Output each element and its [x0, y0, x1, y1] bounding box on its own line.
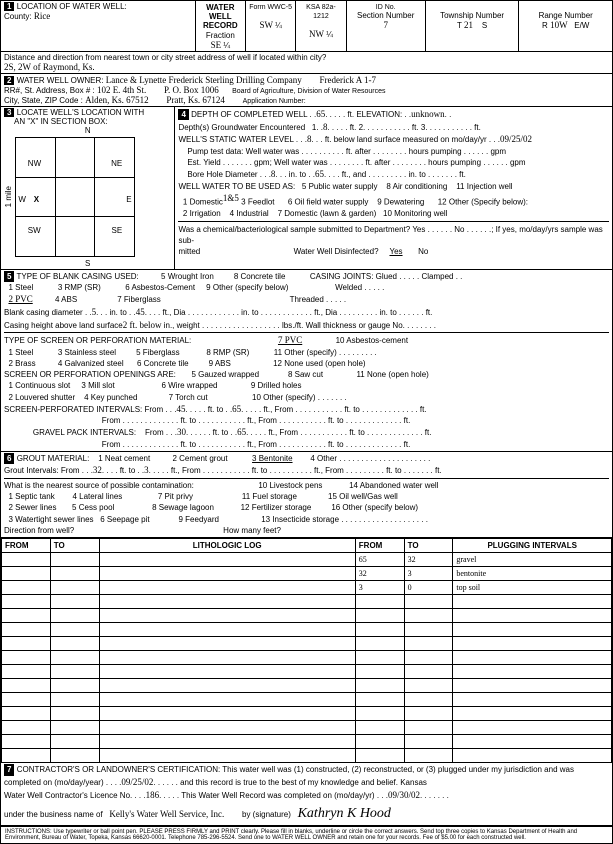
title: WATER WELL RECORD	[199, 2, 242, 31]
owner-right: Frederick A 1-7	[319, 75, 376, 85]
distance-value: 2S, 2W of Raymond, Ks.	[4, 62, 95, 72]
table-row	[2, 622, 612, 636]
ksa: KSA 82a-1212	[306, 4, 336, 20]
table-row	[2, 720, 612, 734]
table-row	[2, 650, 612, 664]
x-mark: X	[34, 195, 39, 204]
table-row	[2, 664, 612, 678]
township-label: Township Number	[440, 11, 504, 20]
section-6: 6	[4, 453, 14, 464]
col-from2: FROM	[355, 538, 404, 552]
table-row	[2, 692, 612, 706]
col-to2: TO	[404, 538, 453, 552]
table-row	[2, 748, 612, 762]
table-row	[2, 678, 612, 692]
section-5: 5	[4, 271, 14, 282]
table-row	[2, 734, 612, 748]
section-7: 7	[4, 764, 14, 776]
range-label: Range Number	[539, 11, 593, 20]
lithologic-log-table: FROM TO LITHOLOGIC LOG FROM TO PLUGGING …	[1, 538, 612, 763]
table-row: 30top soil	[2, 580, 612, 594]
col-from: FROM	[2, 538, 51, 552]
section-label: Section Number	[357, 11, 414, 20]
county-value: Rice	[34, 11, 51, 21]
county-label: County:	[4, 12, 32, 21]
section-3: 3	[4, 108, 14, 117]
section-box: NW NE W X E SW SE	[15, 137, 135, 257]
section-1: 1	[4, 2, 14, 11]
table-row	[2, 636, 612, 650]
fraction-label: Fraction	[206, 31, 235, 40]
table-row: 323bentonite	[2, 566, 612, 580]
signature: Kathryn K Hood	[298, 806, 391, 821]
section-4: 4	[178, 109, 188, 120]
form-no: Form WWC-5	[249, 4, 292, 11]
table-row	[2, 594, 612, 608]
col-lith: LITHOLOGIC LOG	[99, 538, 355, 552]
table-row	[2, 706, 612, 720]
owner-name: Lance & Lynette Frederick Sterling Drill…	[106, 75, 302, 85]
distance-label: Distance and direction from nearest town…	[4, 53, 326, 62]
id-label: ID No.	[376, 4, 396, 11]
col-to: TO	[50, 538, 99, 552]
col-plug: PLUGGING INTERVALS	[453, 538, 612, 552]
section-value: 7	[383, 20, 388, 30]
table-row	[2, 608, 612, 622]
well-record-form: 1 LOCATION OF WATER WELL: County: Rice W…	[0, 0, 613, 844]
loc-label: LOCATION OF WATER WELL:	[17, 2, 127, 11]
section-2: 2	[4, 76, 14, 85]
owner-label: WATER WELL OWNER:	[17, 76, 104, 85]
instructions: INSTRUCTIONS: Use typewriter or ball poi…	[1, 826, 612, 843]
table-row: 6532gravel	[2, 552, 612, 566]
